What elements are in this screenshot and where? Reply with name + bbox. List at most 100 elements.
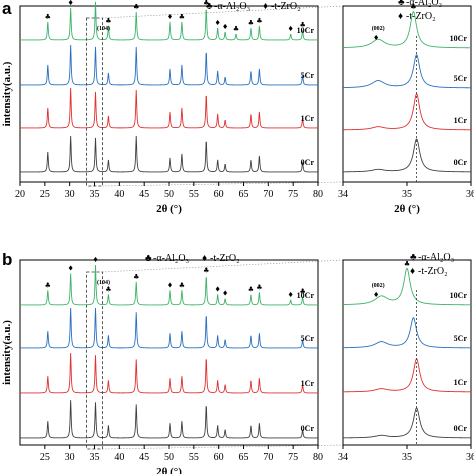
- series-label-5Cr-a-zoom: 5Cr: [454, 74, 468, 83]
- series-line-1Cr-b-zoom: [342, 358, 471, 393]
- series-line-10Cr-b: [20, 265, 318, 306]
- panel-label-b: b: [2, 250, 12, 269]
- x-tick-label-b: 50: [164, 452, 174, 463]
- legend-az-zro2: -t-ZrO₂: [406, 11, 436, 22]
- diamond-marker-b: ♦: [215, 286, 221, 294]
- legend-bz-club: ♣: [410, 252, 417, 263]
- diamond-marker-b: ♦: [68, 265, 74, 273]
- club-marker-b: ♣: [299, 288, 305, 296]
- series-line-0Cr-b-zoom: [342, 407, 471, 439]
- x-tick-label-b-zoom: 34: [338, 452, 348, 463]
- peak-annotation-a: (104): [97, 25, 110, 32]
- legend-b-al2o3: -α-Al₂O₃: [153, 253, 189, 264]
- series-label-0Cr-a: 0Cr: [301, 158, 315, 167]
- legend-b-zoom: ♣ -α-Al₂O₃ ♦ -t-ZrO₂: [410, 252, 454, 277]
- legend-bz-zro2: -t-ZrO₂: [418, 266, 448, 277]
- legend-bz-al2o3: -α-Al₂O₃: [418, 252, 454, 263]
- series-label-1Cr-a: 1Cr: [301, 114, 315, 123]
- x-tick-label-b-zoom: 35: [402, 452, 412, 463]
- x-tick-label-a: 30: [65, 189, 75, 200]
- x-tick-label-a: 20: [15, 189, 25, 200]
- legend-az-diamond: ♦: [398, 11, 403, 22]
- panel-a: 20 25 30 35 40 45 50 55 60 65 70 75 80 2θ (°) intensit…: [1, 0, 344, 215]
- series-label-0Cr-a-zoom: 0Cr: [454, 158, 468, 167]
- series-label-5Cr-b: 5Cr: [301, 334, 315, 343]
- club-marker-a: ♣: [248, 19, 254, 27]
- x-tick-label-b: 35: [90, 452, 100, 463]
- x-tick-label-b: 60: [214, 452, 224, 463]
- x-tick-label-a: 80: [313, 189, 323, 200]
- club-marker-b-zoom: ♣: [404, 260, 410, 268]
- x-tick-label-b: 40: [114, 452, 124, 463]
- y-axis-label-a: intensity(a.u.): [1, 61, 13, 126]
- x-tick-label-a: 40: [114, 189, 124, 200]
- x-tick-label-a-zoom: 35: [402, 189, 412, 200]
- panel-label-a: a: [2, 0, 12, 18]
- x-tick-label-a: 50: [164, 189, 174, 200]
- series-line-0Cr-a-zoom: [343, 138, 471, 173]
- series-label-1Cr-b: 1Cr: [301, 379, 315, 388]
- x-tick-label-b: 45: [139, 452, 149, 463]
- x-tick-label-a-zoom: 34: [338, 189, 348, 200]
- peak-annotation-a-zoom: (002): [372, 25, 385, 32]
- x-tick-label-b: 65: [239, 452, 249, 463]
- series-line-1Cr-a: [20, 87, 318, 129]
- series-line-10Cr-a: [20, 1, 318, 41]
- panel-b: 25 30 35 40 45 50 55 60 65 70 75 80 2θ (°) intensity(…: [1, 256, 344, 474]
- club-marker-a: ♣: [299, 21, 305, 29]
- legend-az-club: ♣: [398, 0, 405, 8]
- peak-annotation-b: (104): [97, 279, 110, 286]
- series-label-5Cr-a: 5Cr: [301, 71, 315, 80]
- club-marker-b: ♣: [203, 267, 209, 275]
- club-marker-b: ♣: [105, 286, 111, 294]
- zoom-connector-top-b: [102, 259, 344, 273]
- legend-az-al2o3: -α-Al₂O₃: [406, 0, 442, 8]
- x-tick-label-a: 55: [189, 189, 199, 200]
- series-label-10Cr-b-zoom: 10Cr: [450, 291, 468, 300]
- x-tick-label-a: 45: [139, 189, 149, 200]
- diamond-marker-b: ♦: [92, 256, 98, 264]
- club-marker-a-zoom: ♣: [410, 3, 416, 11]
- diamond-marker-b-zoom: ♦: [373, 291, 379, 299]
- x-tick-label-a: 25: [40, 189, 50, 200]
- x-tick-label-b: 70: [263, 452, 273, 463]
- plot-frame-b-zoom: [342, 259, 472, 446]
- series-line-5Cr-a: [20, 44, 318, 86]
- diamond-marker-a: ♦: [222, 23, 228, 31]
- club-marker-b: ♣: [248, 286, 254, 294]
- club-marker-a: ♣: [233, 25, 239, 33]
- legend-b-diamond: ♦: [202, 253, 207, 264]
- zoom-box-b: [86, 271, 103, 450]
- x-axis-label-a: 2θ (°): [156, 203, 182, 215]
- series-label-10Cr-a: 10Cr: [297, 26, 315, 35]
- diamond-marker-a: ♦: [215, 19, 221, 27]
- series-label-1Cr-b-zoom: 1Cr: [454, 378, 468, 387]
- club-marker-a: ♣: [105, 17, 111, 25]
- diamond-marker-b: ♦: [222, 290, 228, 298]
- diamond-marker-a: ♦: [92, 0, 98, 1]
- x-tick-label-a: 75: [288, 189, 298, 200]
- club-marker-a: ♣: [256, 17, 262, 25]
- series-label-0Cr-b-zoom: 0Cr: [454, 424, 468, 433]
- peak-annotation-b-zoom: (002): [372, 282, 385, 289]
- plot-frame-a-zoom: [342, 5, 472, 183]
- legend-b: ♣ -α-Al₂O₃ ♦ -t-ZrO₂: [145, 253, 240, 264]
- series-line-10Cr-a-zoom: [342, 10, 471, 49]
- series-line-5Cr-b: [20, 308, 318, 349]
- series-line-5Cr-a-zoom: [342, 54, 472, 89]
- x-tick-label-a: 70: [263, 189, 273, 200]
- zoom-connector-bottom-a: [102, 181, 344, 187]
- club-marker-a: ♣: [203, 0, 209, 7]
- x-tick-label-a: 35: [90, 189, 100, 200]
- series-label-5Cr-b-zoom: 5Cr: [454, 334, 468, 343]
- legend-bz-diamond: ♦: [410, 266, 415, 277]
- club-marker-b: ♣: [256, 283, 262, 291]
- x-axis-label-a-zoom: 2θ (°): [394, 203, 420, 215]
- legend-a-zoom: ♣ -α-Al₂O₃ ♦ -t-ZrO₂: [398, 0, 442, 22]
- diamond-marker-b: ♦: [288, 291, 294, 299]
- zoom-connector-top-a: [102, 5, 344, 19]
- diamond-marker-a: ♦: [288, 25, 294, 33]
- legend-b-club: ♣: [145, 253, 152, 264]
